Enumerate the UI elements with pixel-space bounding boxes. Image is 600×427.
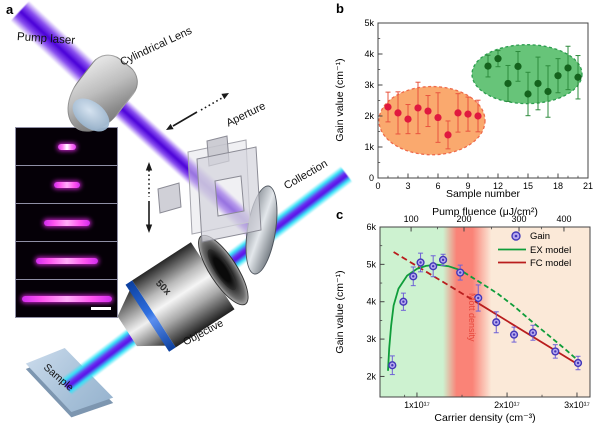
translation-arrow-diagonal xyxy=(166,93,229,130)
inset-panel-1 xyxy=(15,127,118,166)
svg-text:Pump fluence (μJ/cm²): Pump fluence (μJ/cm²) xyxy=(432,206,538,218)
svg-text:Carrier density (cm⁻³): Carrier density (cm⁻³) xyxy=(434,412,535,424)
svg-text:1x10¹⁷: 1x10¹⁷ xyxy=(404,400,430,410)
svg-text:3: 3 xyxy=(405,181,410,191)
model-curves xyxy=(387,251,581,371)
emission-stripe xyxy=(21,295,112,302)
svg-text:6k: 6k xyxy=(366,222,376,232)
svg-text:3k: 3k xyxy=(366,334,376,344)
svg-text:18: 18 xyxy=(553,181,563,191)
emission-stripe xyxy=(43,219,90,226)
translation-arrow-vertical xyxy=(145,162,153,233)
svg-text:5k: 5k xyxy=(364,18,374,28)
svg-text:5k: 5k xyxy=(366,259,376,269)
svg-text:2k: 2k xyxy=(366,371,376,381)
emission-stripe xyxy=(35,257,98,264)
inset-micrographs xyxy=(15,127,118,318)
inset-panel-3 xyxy=(15,203,118,242)
svg-text:Gain value (cm⁻¹): Gain value (cm⁻¹) xyxy=(334,270,346,353)
phase-regions xyxy=(380,227,590,397)
cylindrical-lens-label: Cylindrical Lens xyxy=(118,24,194,69)
gain-data-points xyxy=(388,252,583,376)
svg-text:Sample number: Sample number xyxy=(446,188,521,200)
svg-text:21: 21 xyxy=(583,181,593,191)
svg-text:Gain: Gain xyxy=(530,231,550,242)
axes-ticks: 0 3 6 9 12 15 18 21 0 1k 2k 3k 4k 5k xyxy=(364,18,593,191)
legend: Gain EX model FC model xyxy=(498,231,571,269)
svg-text:2x10¹⁷: 2x10¹⁷ xyxy=(494,400,520,410)
panel-a-letter: a xyxy=(6,2,14,17)
svg-text:200: 200 xyxy=(456,214,471,224)
svg-text:0: 0 xyxy=(375,181,380,191)
svg-text:12: 12 xyxy=(493,181,503,191)
inset-panel-2 xyxy=(15,165,118,204)
svg-text:15: 15 xyxy=(523,181,533,191)
svg-text:9: 9 xyxy=(465,181,470,191)
series-1 xyxy=(384,81,482,150)
svg-text:Gain value (cm⁻¹): Gain value (cm⁻¹) xyxy=(334,58,346,141)
svg-text:3x10¹⁷: 3x10¹⁷ xyxy=(564,400,590,410)
svg-text:3k: 3k xyxy=(364,80,374,90)
svg-text:FC model: FC model xyxy=(530,258,571,269)
emission-stripe xyxy=(53,181,80,188)
aperture-label: Aperture xyxy=(224,100,268,130)
gain-vs-sample-chart: 0 3 6 9 12 15 18 21 0 1k 2k 3k 4k 5k Sample number Gain… xyxy=(334,18,593,200)
pump-laser-label: Pump laser xyxy=(16,31,76,48)
svg-text:6: 6 xyxy=(435,181,440,191)
svg-text:4k: 4k xyxy=(366,297,376,307)
svg-text:0: 0 xyxy=(369,173,374,183)
svg-text:300: 300 xyxy=(512,214,527,224)
svg-text:400: 400 xyxy=(556,214,571,224)
svg-text:4k: 4k xyxy=(364,49,374,59)
gain-vs-carrier-density-chart: 1x10¹⁷ 2x10¹⁷ 3x10¹⁷ 100 200 300 400 2k 3k 4k 5k 6k… xyxy=(334,206,591,424)
svg-text:1k: 1k xyxy=(364,142,374,152)
mott-density-label: Mott density xyxy=(467,293,477,342)
series-2 xyxy=(484,45,582,118)
inset-panel-5 xyxy=(15,279,118,318)
svg-text:2k: 2k xyxy=(364,111,374,121)
scale-bar xyxy=(91,307,111,310)
svg-text:100: 100 xyxy=(404,214,419,224)
inset-panel-4 xyxy=(15,241,118,280)
svg-text:EX model: EX model xyxy=(530,245,571,256)
axes-ticks: 1x10¹⁷ 2x10¹⁷ 3x10¹⁷ 100 200 300 400 2k 3k 4k 5k 6k xyxy=(366,214,589,410)
emission-stripe xyxy=(57,143,76,150)
panel-c-letter: c xyxy=(336,207,344,222)
panel-b-letter: b xyxy=(336,1,344,16)
